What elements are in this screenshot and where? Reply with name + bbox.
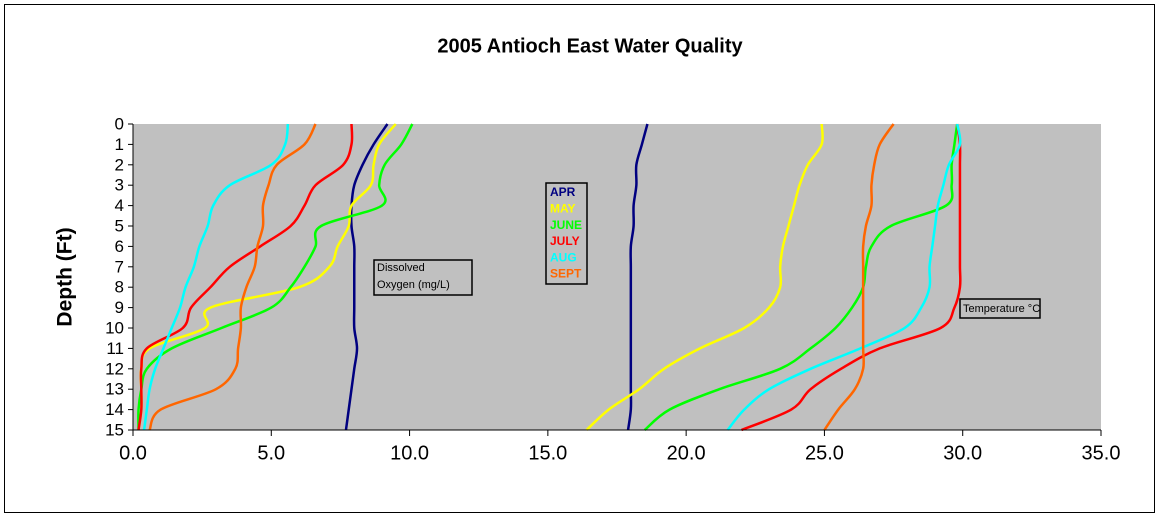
y-tick-label: 1 — [115, 135, 124, 154]
legend-entry: AUG — [550, 250, 577, 264]
legend-entry: SEPT — [550, 267, 582, 281]
legend-box — [545, 182, 588, 285]
legend: APR MAY JUNE JULY AUG SEPT — [545, 182, 588, 285]
temperature-line — [740, 123, 962, 432]
x-tick-label: 35.0 — [1082, 442, 1121, 464]
temperature-line — [626, 123, 649, 431]
y-tick-label: 7 — [115, 257, 124, 276]
plot-area — [133, 124, 1101, 430]
annotation-line: Dissolved — [377, 262, 425, 274]
y-axis-label: Depth (Ft) — [54, 227, 77, 326]
y-tick-label: 3 — [115, 176, 124, 195]
y-tick-label: 12 — [105, 359, 124, 378]
annotation-box — [959, 298, 1041, 319]
legend-entry: APR — [550, 185, 576, 199]
oxygen-line — [137, 123, 414, 431]
legend-entry: MAY — [550, 201, 576, 215]
legend-entry: JULY — [550, 234, 580, 248]
y-tick-label: 15 — [105, 420, 124, 439]
oxygen-line — [142, 123, 290, 431]
oxygen-line — [137, 123, 354, 431]
y-tick-label: 14 — [105, 400, 124, 419]
oxygen-line — [148, 123, 317, 431]
x-tick-label: 25.0 — [805, 442, 844, 464]
x-tick-label: 15.0 — [528, 442, 567, 464]
annotation: Temperature °C — [963, 303, 1040, 315]
oxygen-line — [344, 123, 389, 431]
y-tick-label: 2 — [115, 155, 124, 174]
chart-title: 2005 Antioch East Water Quality — [437, 35, 743, 57]
y-tick-label: 9 — [115, 298, 124, 317]
y-tick-label: 4 — [115, 196, 124, 215]
temperature-line — [726, 123, 962, 431]
annotation-box — [373, 259, 473, 296]
annotation: Dissolved Oxygen (mg/L) — [377, 262, 450, 291]
temperature-line — [585, 123, 824, 431]
x-tick-label: 20.0 — [667, 442, 706, 464]
y-tick-label: 8 — [115, 278, 124, 297]
temperature-line — [643, 123, 959, 431]
y-tick-label: 10 — [105, 318, 124, 337]
x-tick-label: 5.0 — [257, 442, 285, 464]
temperature-line — [823, 123, 895, 431]
x-tick-label: 0.0 — [119, 442, 147, 464]
x-tick-label: 30.0 — [943, 442, 982, 464]
y-tick-label: 11 — [106, 339, 124, 358]
x-tick-label: 10.0 — [390, 442, 429, 464]
y-tick-label: 13 — [105, 380, 124, 399]
y-tick-label: 5 — [115, 216, 124, 235]
annotation-line: Oxygen (mg/L) — [377, 279, 450, 291]
legend-entry: JUNE — [550, 218, 582, 232]
y-tick-label: 0 — [115, 114, 124, 133]
y-tick-label: 6 — [115, 237, 124, 256]
